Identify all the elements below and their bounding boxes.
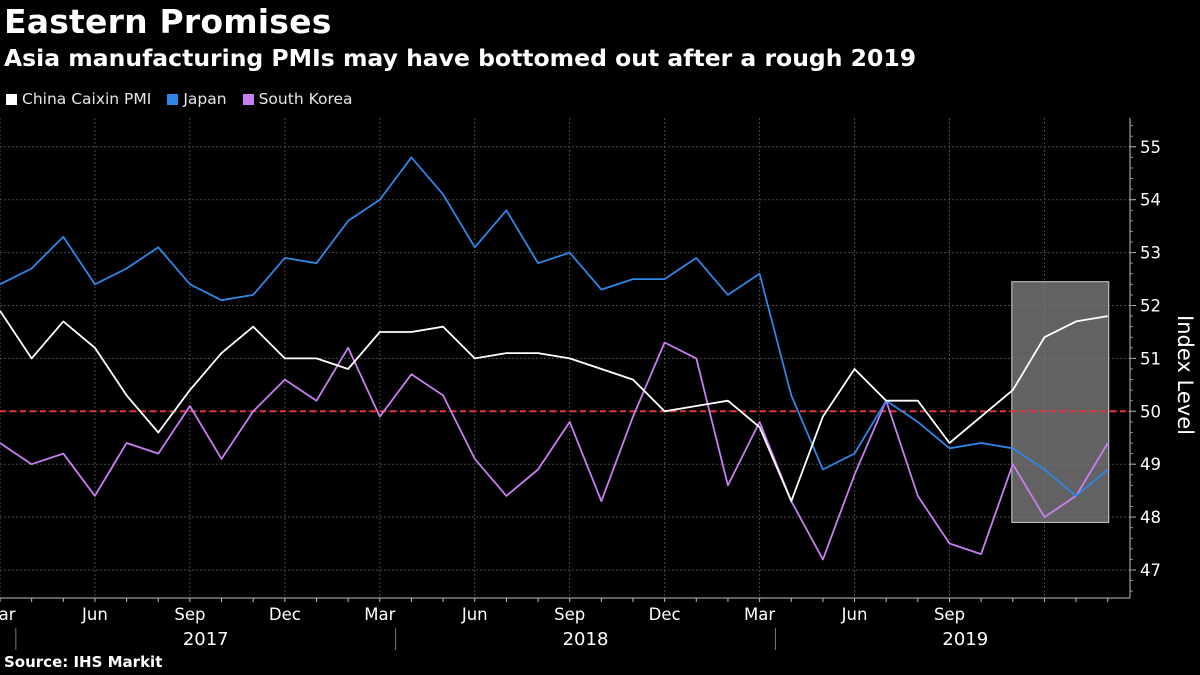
x-tick-label: Mar bbox=[364, 605, 395, 624]
legend-label-china: China Caixin PMI bbox=[22, 90, 152, 108]
legend-item-south-korea: South Korea bbox=[242, 90, 353, 108]
y-tick-label: 52 bbox=[1140, 297, 1161, 316]
legend-swatch-japan bbox=[167, 93, 179, 105]
y-tick-label: 53 bbox=[1140, 244, 1161, 263]
chart-legend: China Caixin PMI Japan South Korea bbox=[6, 90, 353, 108]
x-tick-label: Jun bbox=[841, 605, 868, 624]
x-tick-label: Sep bbox=[174, 605, 205, 624]
source-note: Source: IHS Markit bbox=[4, 653, 163, 671]
series-line-japan bbox=[0, 156, 1109, 497]
year-label: 2019 bbox=[942, 629, 988, 650]
year-label: 2018 bbox=[563, 629, 609, 650]
y-tick-label: 48 bbox=[1140, 508, 1161, 527]
x-tick-label: Sep bbox=[554, 605, 585, 624]
y-axis-title: Index Level bbox=[1173, 315, 1197, 435]
y-tick-label: 50 bbox=[1140, 402, 1161, 421]
legend-swatch-china bbox=[6, 93, 17, 105]
x-tick-label: Dec bbox=[649, 605, 681, 624]
x-tick-label: Sep bbox=[934, 605, 965, 624]
legend-item-japan: Japan bbox=[167, 90, 227, 108]
y-tick-label: 51 bbox=[1140, 349, 1161, 368]
y-tick-label: 49 bbox=[1140, 455, 1161, 474]
year-label: 2017 bbox=[183, 629, 229, 650]
x-tick-label: Mar bbox=[0, 605, 16, 624]
series-line-south-korea bbox=[0, 341, 1109, 561]
y-tick-label: 55 bbox=[1140, 138, 1161, 157]
y-tick-label: 54 bbox=[1140, 191, 1161, 210]
legend-label-south-korea: South Korea bbox=[258, 90, 353, 108]
chart-title: Eastern Promises bbox=[4, 2, 332, 41]
legend-item-china: China Caixin PMI bbox=[6, 90, 151, 108]
x-tick-label: Jun bbox=[81, 605, 108, 624]
x-tick-label: Dec bbox=[269, 605, 301, 624]
chart-subtitle: Asia manufacturing PMIs may have bottome… bbox=[4, 44, 917, 72]
legend-label-japan: Japan bbox=[183, 90, 227, 108]
x-tick-label: Jun bbox=[461, 605, 488, 624]
series-line-china bbox=[0, 310, 1108, 503]
y-tick-label: 47 bbox=[1140, 561, 1161, 580]
x-tick-label: Mar bbox=[744, 605, 775, 624]
legend-swatch-south-korea bbox=[242, 93, 254, 105]
